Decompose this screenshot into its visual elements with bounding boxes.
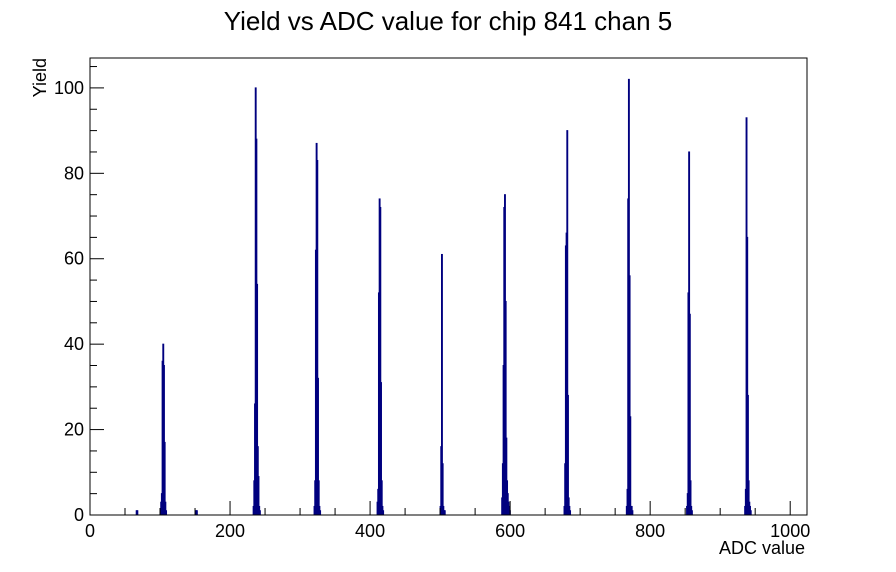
y-tick-label: 60 [64, 249, 84, 269]
histogram-bar [258, 510, 261, 516]
x-axis-label: ADC value [719, 538, 805, 558]
histogram-bar [195, 510, 198, 516]
x-tick-label: 400 [355, 521, 385, 541]
histogram-bar [749, 510, 752, 516]
y-axis: 0 20 40 60 80 100 [54, 66, 104, 525]
histogram-bar [165, 510, 168, 516]
x-tick-label: 0 [85, 521, 95, 541]
y-tick-label: 0 [74, 505, 84, 525]
histogram-bar [382, 510, 385, 516]
histogram-bar [443, 510, 446, 516]
y-tick-label: 20 [64, 420, 84, 440]
y-tick-label: 80 [64, 163, 84, 183]
x-tick-label: 200 [215, 521, 245, 541]
y-tick-label: 40 [64, 334, 84, 354]
x-tick-label: 1000 [770, 521, 810, 541]
y-tick-label: 100 [54, 78, 84, 98]
histogram-bars [135, 78, 752, 516]
histogram-bar [567, 394, 569, 516]
chart-title: Yield vs ADC value for chip 841 chan 5 [224, 6, 673, 36]
plot-frame [89, 57, 808, 516]
x-tick-label: 600 [495, 521, 525, 541]
histogram-bar [319, 510, 322, 516]
histogram-bar [136, 510, 139, 516]
histogram-bar [690, 510, 693, 516]
histogram-bar [631, 510, 634, 516]
y-axis-label: Yield [30, 58, 50, 97]
x-axis: 0 200 400 600 800 1000 [85, 501, 810, 541]
histogram-bar [629, 416, 632, 516]
x-tick-label: 800 [635, 521, 665, 541]
histogram-bar [569, 510, 572, 516]
